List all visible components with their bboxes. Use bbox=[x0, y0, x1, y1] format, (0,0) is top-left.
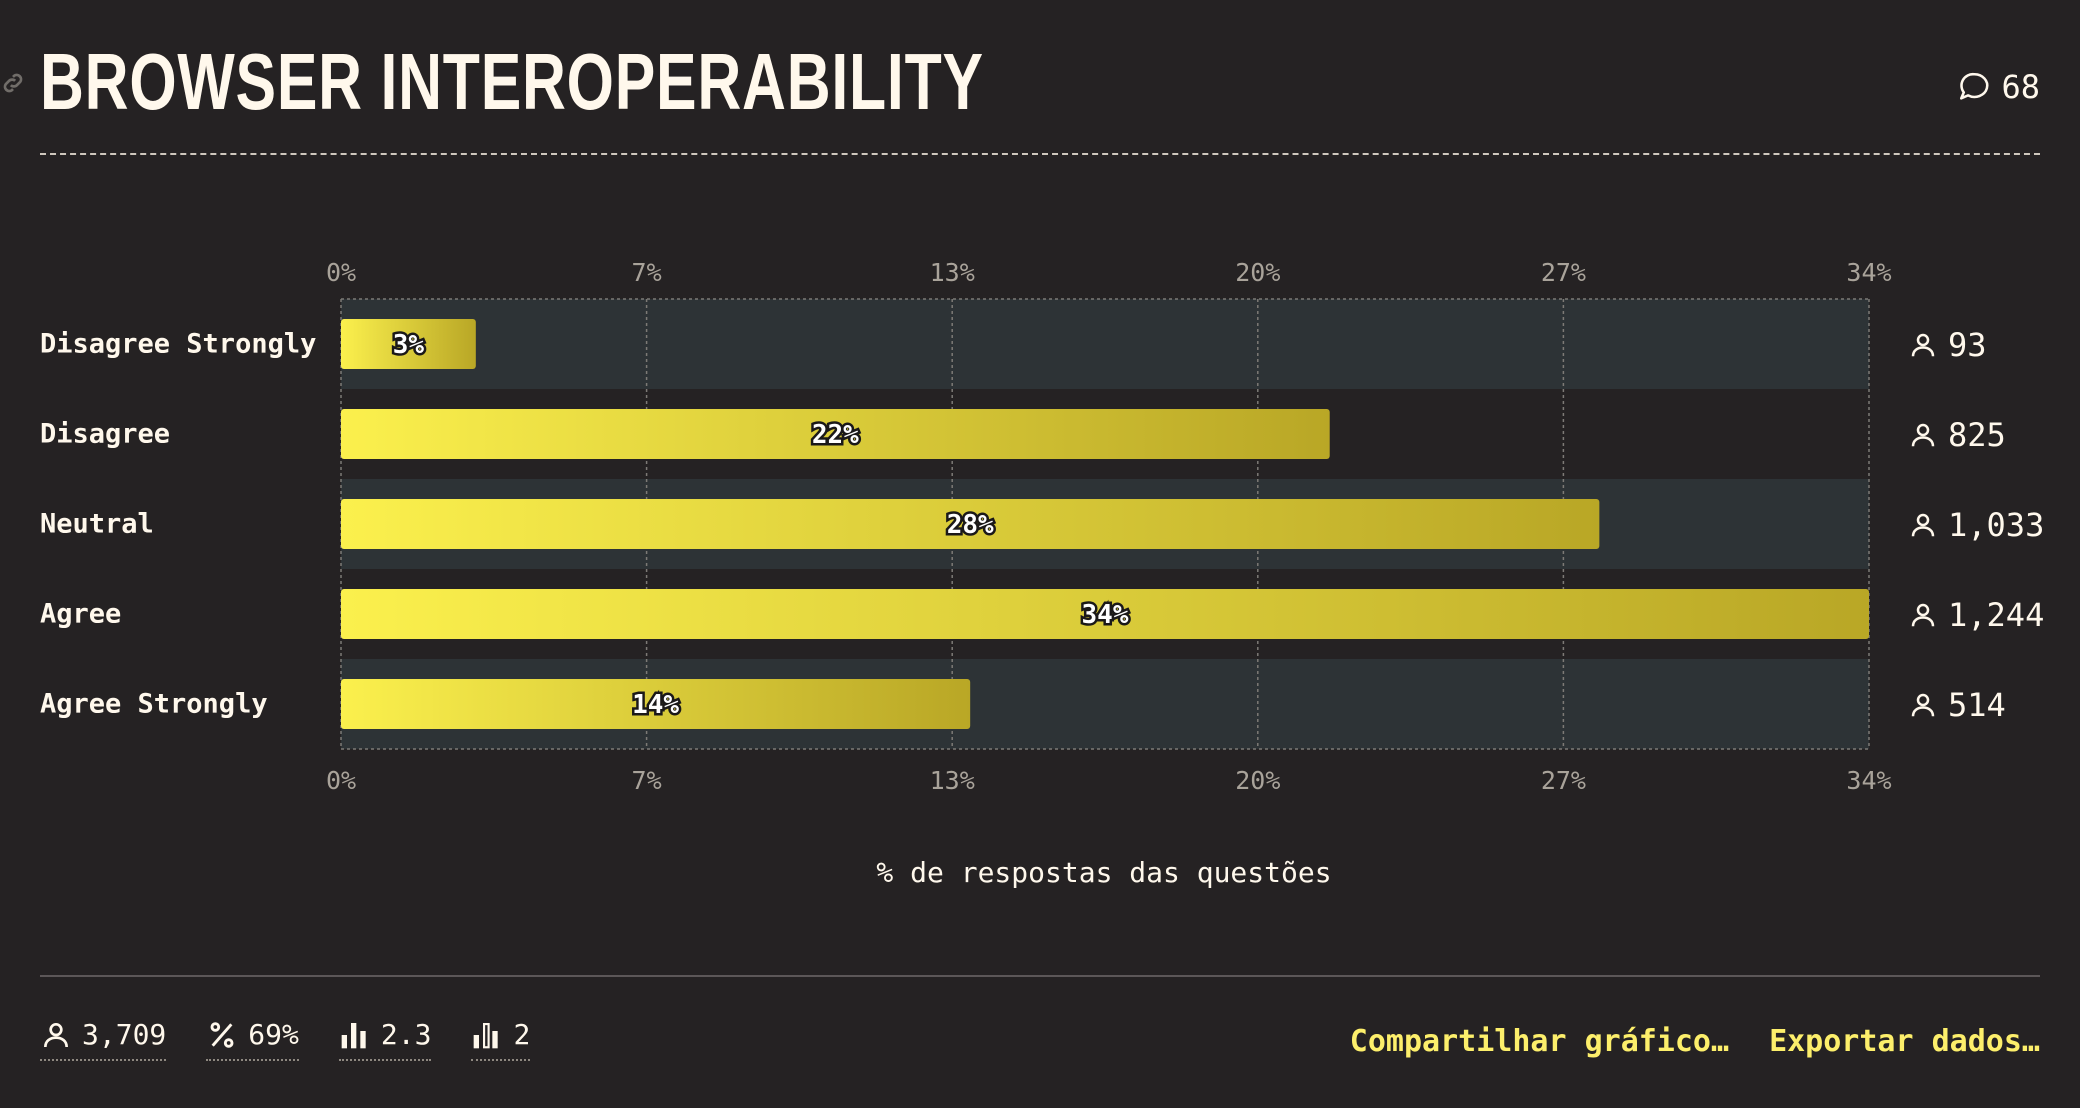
x-tick-label-top: 7% bbox=[632, 258, 662, 287]
respondent-count: 1,033 bbox=[1908, 506, 2044, 544]
bar-chart: 0% 0% 7% 7% 13% 13% 20% 20% 27% 27% 34% 34% 3% 22% 28%… bbox=[326, 258, 1892, 795]
person-icon bbox=[1911, 333, 1935, 357]
percent-value: 69% bbox=[248, 1018, 299, 1051]
median-value: 2 bbox=[513, 1018, 531, 1051]
footer-divider bbox=[40, 975, 2040, 977]
count-value: 93 bbox=[1948, 326, 1987, 364]
link-icon[interactable] bbox=[0, 70, 26, 96]
category-label: Agree Strongly bbox=[40, 688, 268, 720]
median-stat[interactable]: 2 bbox=[471, 1018, 531, 1061]
x-tick-label-top: 0% bbox=[326, 258, 356, 287]
category-label: Disagree bbox=[40, 418, 171, 450]
category-label: Neutral bbox=[40, 508, 154, 540]
x-tick-label-bottom: 7% bbox=[632, 766, 662, 795]
category-label: Agree bbox=[40, 598, 122, 630]
share-chart-button[interactable]: Compartilhar gráfico… bbox=[1349, 1024, 1730, 1059]
x-tick-label-top: 34% bbox=[1846, 258, 1891, 287]
person-icon bbox=[1911, 603, 1935, 627]
count-value: 1,244 bbox=[1948, 596, 2045, 634]
average-stat[interactable]: 2.3 bbox=[338, 1018, 432, 1061]
comments-button[interactable]: 68 bbox=[1957, 68, 2040, 106]
percent-stat[interactable]: 69% bbox=[206, 1018, 299, 1061]
bar bbox=[341, 409, 1330, 459]
respondent-count: 825 bbox=[1908, 416, 2006, 454]
percent-icon bbox=[210, 1021, 234, 1048]
respondents-stat[interactable]: 3,709 bbox=[40, 1018, 167, 1061]
comments-count: 68 bbox=[2001, 68, 2040, 106]
footer-actions: Compartilhar gráfico… Exportar dados… bbox=[1350, 1024, 2040, 1059]
bar bbox=[341, 319, 476, 369]
chart-header: BROWSER INTEROPERABILITY 68 bbox=[3, 34, 2040, 155]
header-divider bbox=[40, 153, 2040, 155]
average-bars-icon bbox=[341, 1022, 366, 1048]
footer-stats: 3,709 69% 2.3 2 bbox=[40, 1018, 531, 1061]
respondent-count: 1,244 bbox=[1908, 596, 2044, 634]
bar bbox=[341, 679, 971, 729]
respondents-value: 3,709 bbox=[82, 1018, 167, 1051]
chart-title: BROWSER INTEROPERABILITY bbox=[40, 37, 984, 126]
average-value: 2.3 bbox=[380, 1018, 432, 1051]
x-tick-label-bottom: 13% bbox=[930, 766, 975, 795]
category-label: Disagree Strongly bbox=[40, 328, 317, 360]
person-icon bbox=[1911, 693, 1935, 717]
bar-value-label: 28% bbox=[947, 510, 994, 540]
count-value: 825 bbox=[1948, 416, 2006, 454]
x-tick-label-bottom: 0% bbox=[326, 766, 356, 795]
row-band bbox=[341, 299, 1869, 389]
person-icon bbox=[1911, 423, 1935, 447]
x-tick-label-top: 27% bbox=[1541, 258, 1586, 287]
bar bbox=[341, 499, 1600, 549]
respondents-icon bbox=[44, 1022, 68, 1047]
x-tick-label-top: 20% bbox=[1235, 258, 1280, 287]
x-tick-label-bottom: 34% bbox=[1846, 766, 1891, 795]
count-value: 1,033 bbox=[1948, 506, 2045, 544]
x-tick-label-top: 13% bbox=[930, 258, 975, 287]
bar-value-label: 3% bbox=[393, 330, 425, 360]
comment-icon bbox=[1960, 72, 1989, 100]
bar-value-label: 14% bbox=[632, 690, 679, 720]
person-icon bbox=[1911, 513, 1935, 537]
bar-value-label: 34% bbox=[1082, 600, 1129, 630]
export-data-button[interactable]: Exportar dados… bbox=[1769, 1024, 2040, 1059]
median-bars-icon bbox=[474, 1022, 499, 1048]
count-value: 514 bbox=[1948, 686, 2006, 724]
respondent-count: 93 bbox=[1908, 326, 1987, 364]
bar-value-label: 22% bbox=[812, 420, 859, 450]
x-tick-label-bottom: 20% bbox=[1235, 766, 1280, 795]
x-axis-title: % de respostas das questões bbox=[876, 856, 1332, 889]
bar bbox=[341, 589, 1869, 639]
x-tick-label-bottom: 27% bbox=[1541, 766, 1586, 795]
respondent-count: 514 bbox=[1908, 686, 2006, 724]
